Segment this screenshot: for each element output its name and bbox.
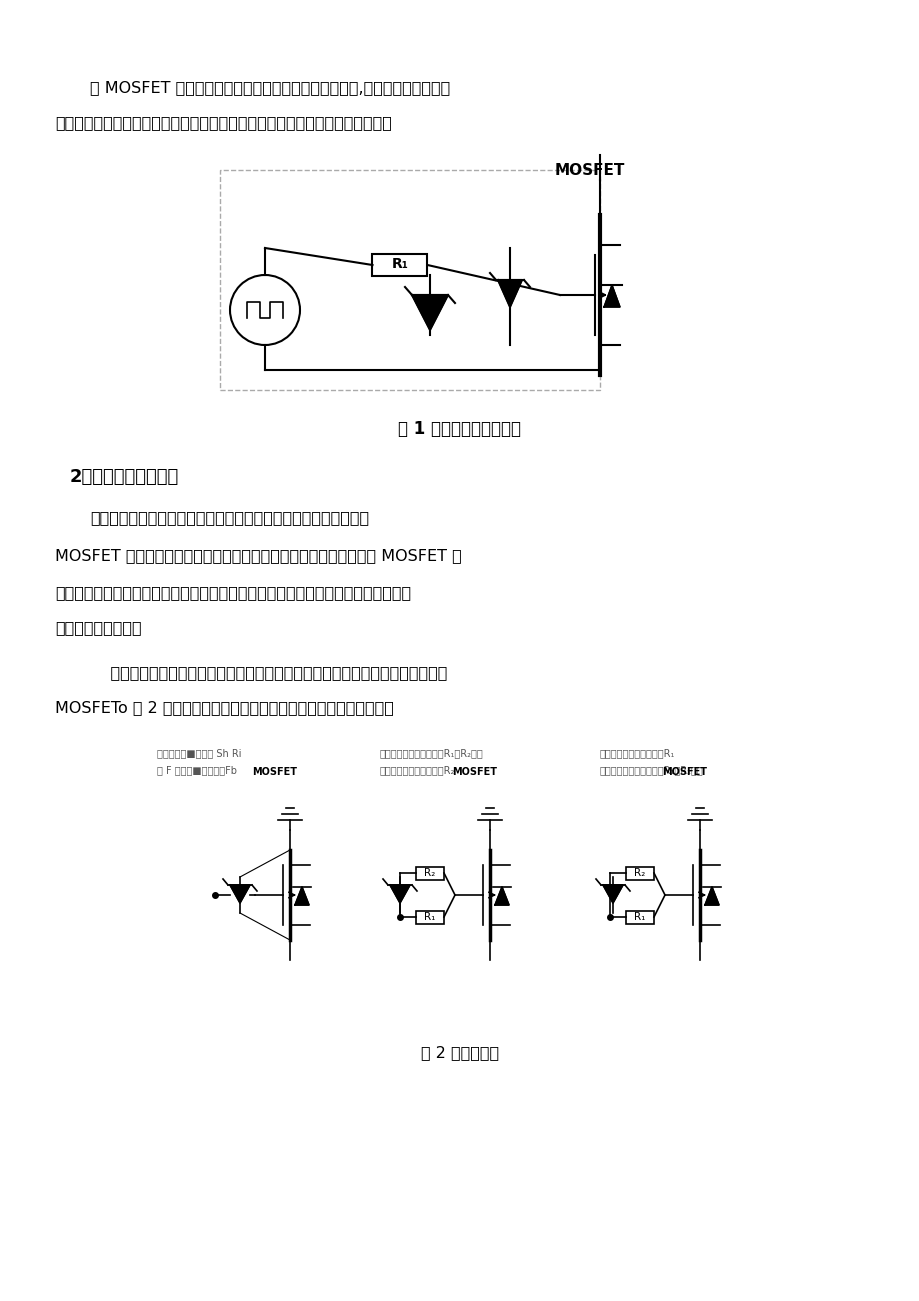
Text: R₁: R₁ (391, 258, 408, 271)
Text: MOSFET 的开关速度，并增大其开关损耗。减小栅极电阻器值会增大 MOSFET 的: MOSFET 的开关速度，并增大其开关损耗。减小栅极电阻器值会增大 MOSFET… (55, 548, 461, 563)
Bar (220, 170, 599, 390)
Bar (415, 866, 444, 879)
Bar (625, 911, 653, 924)
Polygon shape (295, 887, 309, 905)
Text: 因此，必须选择最佳的栅极电阻器。有时会使用不同的栅极电阻器来开通和关断: 因此，必须选择最佳的栅极电阻器。有时会使用不同的栅极电阻器来开通和关断 (90, 665, 447, 680)
Text: R₁: R₁ (633, 912, 645, 922)
Text: 在 MOSFET 的栅极和源极之间添加一个外部齐纳二极管,可以有效防止发生静: 在 MOSFET 的栅极和源极之间添加一个外部齐纳二极管,可以有效防止发生静 (90, 79, 449, 95)
Text: 用于开通的栅极电阻器：R₁和R₂开照: 用于开通的栅极电阻器：R₁和R₂开照 (380, 748, 483, 758)
Text: MOSFET: MOSFET (452, 768, 497, 777)
Text: MOSFETo 图 2 显示了使用不同的栅极电阻器进行开通和关断的示例。: MOSFETo 图 2 显示了使用不同的栅极电阻器进行开通和关断的示例。 (55, 700, 393, 716)
Text: 用于关断的栅极电阻器：R₁和R₂并联: 用于关断的栅极电阻器：R₁和R₂并联 (599, 765, 703, 775)
Text: 开关速度，但由于线路杂散电感和其它因素的影响，可能在其漏极端子和源极端子之: 开关速度，但由于线路杂散电感和其它因素的影响，可能在其漏极端子和源极端子之 (55, 585, 411, 600)
Text: R₂: R₂ (634, 868, 645, 878)
Polygon shape (494, 887, 508, 905)
Polygon shape (230, 885, 250, 903)
Text: 用于关断的栅极电阻器：R₂: 用于关断的栅极电阻器：R₂ (380, 765, 455, 775)
Text: 开关速度根据栅极电阻器值而有所不同。增大栅极电阻器值会降低: 开关速度根据栅极电阻器值而有所不同。增大栅极电阻器值会降低 (90, 510, 369, 526)
Text: MOSFET: MOSFET (252, 768, 297, 777)
Text: R₂: R₂ (424, 868, 436, 878)
Polygon shape (704, 887, 719, 905)
Polygon shape (412, 295, 448, 330)
Polygon shape (390, 885, 410, 903)
Text: 电放电和栅极尖峰电压。但要注意，齐纳二极管的电容可能有轻微的不良影响。: 电放电和栅极尖峰电压。但要注意，齐纳二极管的电容可能有轻微的不良影响。 (55, 114, 391, 130)
Polygon shape (604, 285, 619, 307)
Polygon shape (497, 280, 521, 307)
Text: 川 F 大控的■极电阻：Fb: 川 F 大控的■极电阻：Fb (157, 765, 237, 775)
Polygon shape (602, 885, 622, 903)
Text: 间产生了尖峰电压。: 间产生了尖峰电压。 (55, 621, 142, 635)
Bar (415, 911, 444, 924)
Text: R₁: R₁ (424, 912, 436, 922)
Bar (372, 254, 427, 276)
Bar (625, 866, 653, 879)
Text: MOSFET: MOSFET (554, 163, 625, 178)
Text: 用于开通的栅极电阻器：R₁: 用于开通的栅极电阻器：R₁ (599, 748, 675, 758)
Text: 图 2 栅极电阻器: 图 2 栅极电阻器 (421, 1045, 498, 1060)
Text: 2、最佳的栅极电阻器: 2、最佳的栅极电阻器 (70, 468, 179, 487)
Text: 川「开通的■极电阻 Sh Ri: 川「开通的■极电阻 Sh Ri (157, 748, 241, 758)
Text: 图 1 栅极尖峰电压的防护: 图 1 栅极尖峰电压的防护 (398, 420, 521, 438)
Text: MOSFET: MOSFET (662, 768, 707, 777)
